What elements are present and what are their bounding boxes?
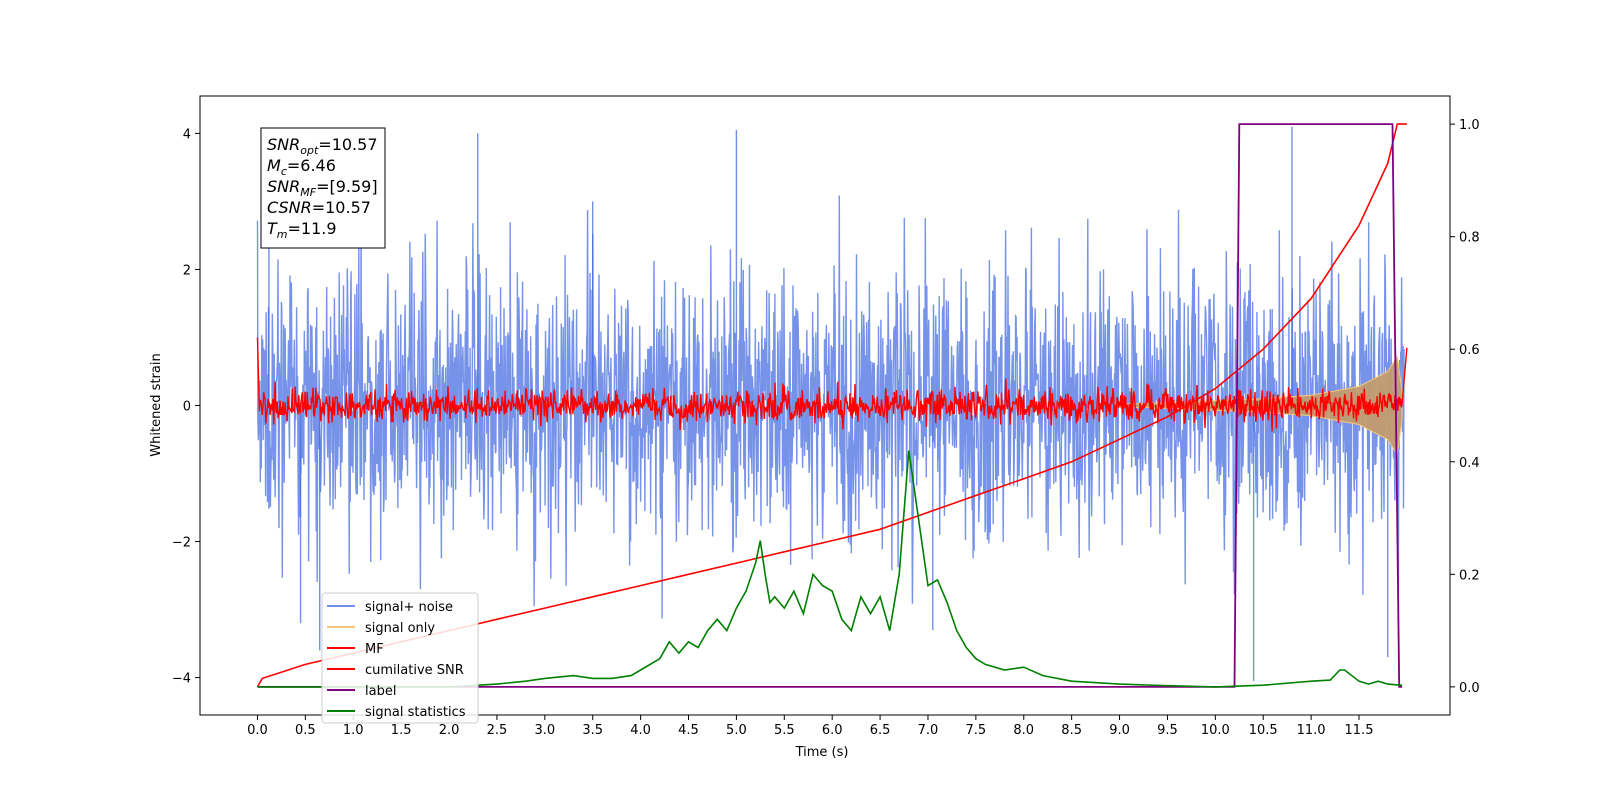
y-axis-label: Whitened strain [149,353,164,456]
info-value: =6.46 [287,156,336,175]
y2-tick-label: 0.6 [1459,343,1480,358]
info-line: Tm=11.9 [267,219,337,241]
x-axis: 0.0 0.5 1.0 1.5 2.0 2.5 3.0 3.5 4.0 4.5 5.0 5.5 6.0 6… [247,715,1373,738]
x-tick-label: 11.0 [1297,723,1326,738]
y-axis-right: 1.0 0.8 0.6 0.4 0.2 0.0 [1450,118,1480,696]
y-tick-label: 2 [183,263,191,278]
info-variable: M [267,156,281,175]
info-value: =10.57 [318,135,377,154]
y2-tick-label: 1.0 [1459,118,1480,133]
x-tick-label: 5.5 [774,723,795,738]
y2-tick-label: 0.8 [1459,231,1480,246]
x-tick-label: 7.5 [966,723,987,738]
series-signal-noise [256,195,1405,619]
x-tick-label: 9.0 [1109,723,1130,738]
info-box-frame [260,127,386,249]
x-tick-label: 4.5 [678,723,699,738]
info-line: SNRMF=[9.59] [267,177,378,199]
series-signal-statistics [257,450,1403,688]
info-line: SNRopt=10.57 [267,135,378,157]
legend-label: signal statistics [365,705,466,720]
legend-label: cumilative SNR [365,663,464,678]
info-subscript: c [281,165,287,178]
legend-label: signal only [365,621,435,636]
y-tick-label: 4 [183,127,191,142]
y-tick-label: −4 [172,672,191,687]
info-value: =11.9 [288,219,337,238]
x-tick-label: 8.5 [1061,723,1082,738]
info-variable: T [267,219,278,238]
x-tick-label: 3.0 [534,723,555,738]
series-label [257,123,1403,688]
x-tick-label: 3.5 [582,723,603,738]
x-tick-label: 5.0 [726,723,747,738]
legend-frame [321,592,479,724]
x-tick-label: 4.0 [630,723,651,738]
info-variable: CSNR [267,198,312,217]
x-tick-label: 9.5 [1157,723,1178,738]
y-tick-label: −2 [172,536,191,551]
info-line: Mc=6.46 [267,156,336,178]
x-tick-label: 0.5 [295,723,316,738]
legend-label: MF [365,642,384,657]
info-variable: SNR [267,135,300,154]
info-variable: SNR [267,177,300,196]
x-tick-label: 11.5 [1345,723,1374,738]
x-tick-label: 0.0 [247,723,268,738]
legend: signal+ noise signal only MF cumilative SNR… [321,592,479,724]
x-tick-label: 6.0 [822,723,843,738]
info-subscript: m [277,228,288,241]
info-line: CSNR=10.57 [267,198,371,217]
x-tick-label: 10.5 [1249,723,1278,738]
legend-label: label [365,684,396,699]
info-value: =[9.59] [316,177,378,196]
x-axis-label: Time (s) [795,745,849,760]
x-tick-label: 2.5 [487,723,508,738]
info-box: SNRopt=10.57Mc=6.46SNRMF=[9.59]CSNR=10.5… [260,127,386,249]
x-tick-label: 8.0 [1013,723,1034,738]
y2-tick-label: 0.2 [1459,568,1480,583]
y2-tick-label: 0.0 [1459,681,1480,696]
series-mf [256,337,1408,432]
info-subscript: opt [300,144,319,157]
x-tick-label: 7.0 [918,723,939,738]
info-value: =10.57 [312,198,371,217]
x-tick-label: 6.5 [870,723,891,738]
x-tick-label: 2.0 [439,723,460,738]
legend-label: signal+ noise [365,600,453,615]
x-tick-label: 1.0 [343,723,364,738]
info-subscript: MF [300,186,316,199]
y-tick-label: 0 [183,400,191,415]
y2-tick-label: 0.4 [1459,456,1480,471]
y-axis-left: 4 2 0 −2 −4 [172,127,200,687]
x-tick-label: 10.0 [1201,723,1230,738]
x-tick-label: 1.5 [391,723,412,738]
